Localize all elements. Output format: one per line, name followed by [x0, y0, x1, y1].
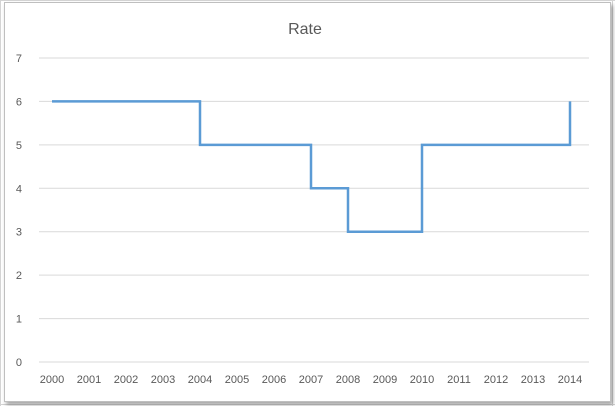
data-point[interactable]: [49, 98, 55, 104]
x-tick-label: 2002: [114, 374, 138, 386]
x-tick-label: 2000: [40, 374, 64, 386]
plot-area[interactable]: [49, 98, 573, 234]
chart-title[interactable]: Rate: [288, 21, 322, 38]
y-tick-label: 2: [16, 270, 22, 282]
data-point[interactable]: [197, 142, 203, 148]
y-tick-label: 7: [16, 53, 22, 65]
data-point[interactable]: [419, 142, 425, 148]
x-tick-label: 2010: [410, 374, 434, 386]
gridlines: [39, 57, 589, 363]
x-tick-label: 2008: [336, 374, 360, 386]
sheet-gridline: [0, 0, 1, 406]
x-tick-label: 2014: [558, 374, 582, 386]
data-point[interactable]: [86, 98, 92, 104]
data-point[interactable]: [493, 142, 499, 148]
y-tick-label: 6: [16, 96, 22, 108]
y-tick-label: 0: [16, 357, 22, 369]
x-tick-label: 2003: [151, 374, 175, 386]
data-point[interactable]: [456, 142, 462, 148]
series-line-0[interactable]: [52, 100, 572, 233]
x-tick-label: 2001: [77, 374, 101, 386]
x-tick-label: 2007: [299, 374, 323, 386]
data-point[interactable]: [308, 185, 314, 191]
x-axis-ticks: 2000 2001 2002 2003 2004 2005 2006 2007 2008 2009…: [40, 374, 582, 386]
x-tick-label: 2005: [225, 374, 249, 386]
x-tick-label: 2013: [521, 374, 545, 386]
data-point[interactable]: [567, 98, 573, 104]
data-point[interactable]: [234, 142, 240, 148]
x-tick-label: 2011: [447, 374, 471, 386]
y-tick-label: 1: [16, 314, 22, 326]
y-tick-label: 5: [16, 140, 22, 152]
x-tick-label: 2006: [262, 374, 286, 386]
sheet-gridline: [0, 404, 615, 405]
data-point[interactable]: [271, 142, 277, 148]
sheet-gridline: [0, 0, 615, 1]
x-tick-label: 2004: [188, 374, 212, 386]
data-point[interactable]: [160, 98, 166, 104]
data-point[interactable]: [530, 142, 536, 148]
x-tick-label: 2009: [373, 374, 397, 386]
data-point[interactable]: [345, 229, 351, 235]
x-tick-label: 2012: [484, 374, 508, 386]
data-point[interactable]: [382, 229, 388, 235]
sheet-gridline: [612, 0, 613, 406]
data-point[interactable]: [123, 98, 129, 104]
y-tick-label: 4: [16, 183, 22, 195]
y-tick-label: 3: [16, 227, 22, 239]
y-axis-ticks: 0 1 2 3 4 5 6 7: [16, 53, 22, 369]
